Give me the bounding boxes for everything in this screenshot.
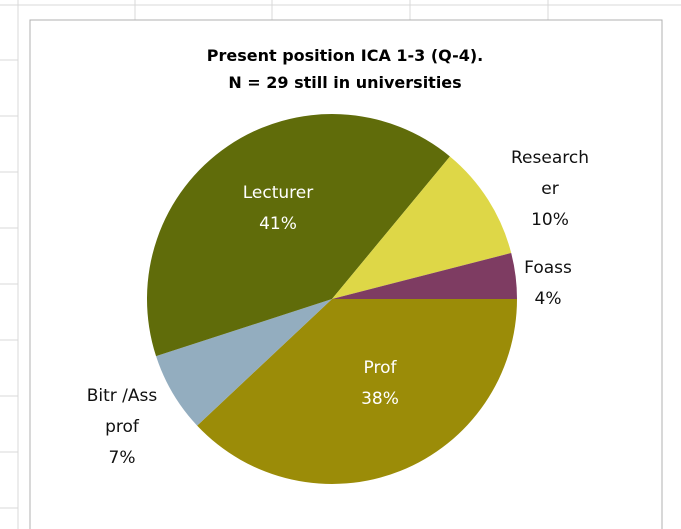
chart-subtitle: N = 29 still in universities bbox=[228, 73, 462, 92]
slice-percent: 41% bbox=[259, 214, 297, 234]
slice-percent: 4% bbox=[534, 289, 562, 309]
data-label: Prof 38% bbox=[330, 353, 430, 415]
data-label: Researcher 10% bbox=[507, 143, 593, 236]
pie-slice bbox=[146, 114, 450, 357]
pie-slice bbox=[332, 252, 518, 299]
chart-title: Present position ICA 1-3 (Q-4). bbox=[206, 46, 484, 65]
pie-slice bbox=[197, 299, 518, 485]
slice-name: Prof bbox=[363, 358, 397, 378]
pie-slice bbox=[156, 299, 332, 426]
slice-percent: 7% bbox=[108, 448, 136, 468]
data-label: Bitr /Ass prof 7% bbox=[72, 381, 172, 474]
slice-name: Bitr /Ass prof bbox=[86, 386, 158, 437]
data-label: Foass 4% bbox=[498, 253, 598, 315]
slice-percent: 38% bbox=[361, 389, 399, 409]
pie bbox=[146, 114, 518, 485]
slice-name: Foass bbox=[524, 258, 572, 278]
data-label: Lecturer 41% bbox=[228, 178, 328, 240]
slice-name: Researcher bbox=[511, 148, 589, 199]
slice-name: Lecturer bbox=[242, 183, 314, 203]
pie-slice bbox=[332, 156, 512, 299]
slice-percent: 10% bbox=[531, 210, 569, 230]
